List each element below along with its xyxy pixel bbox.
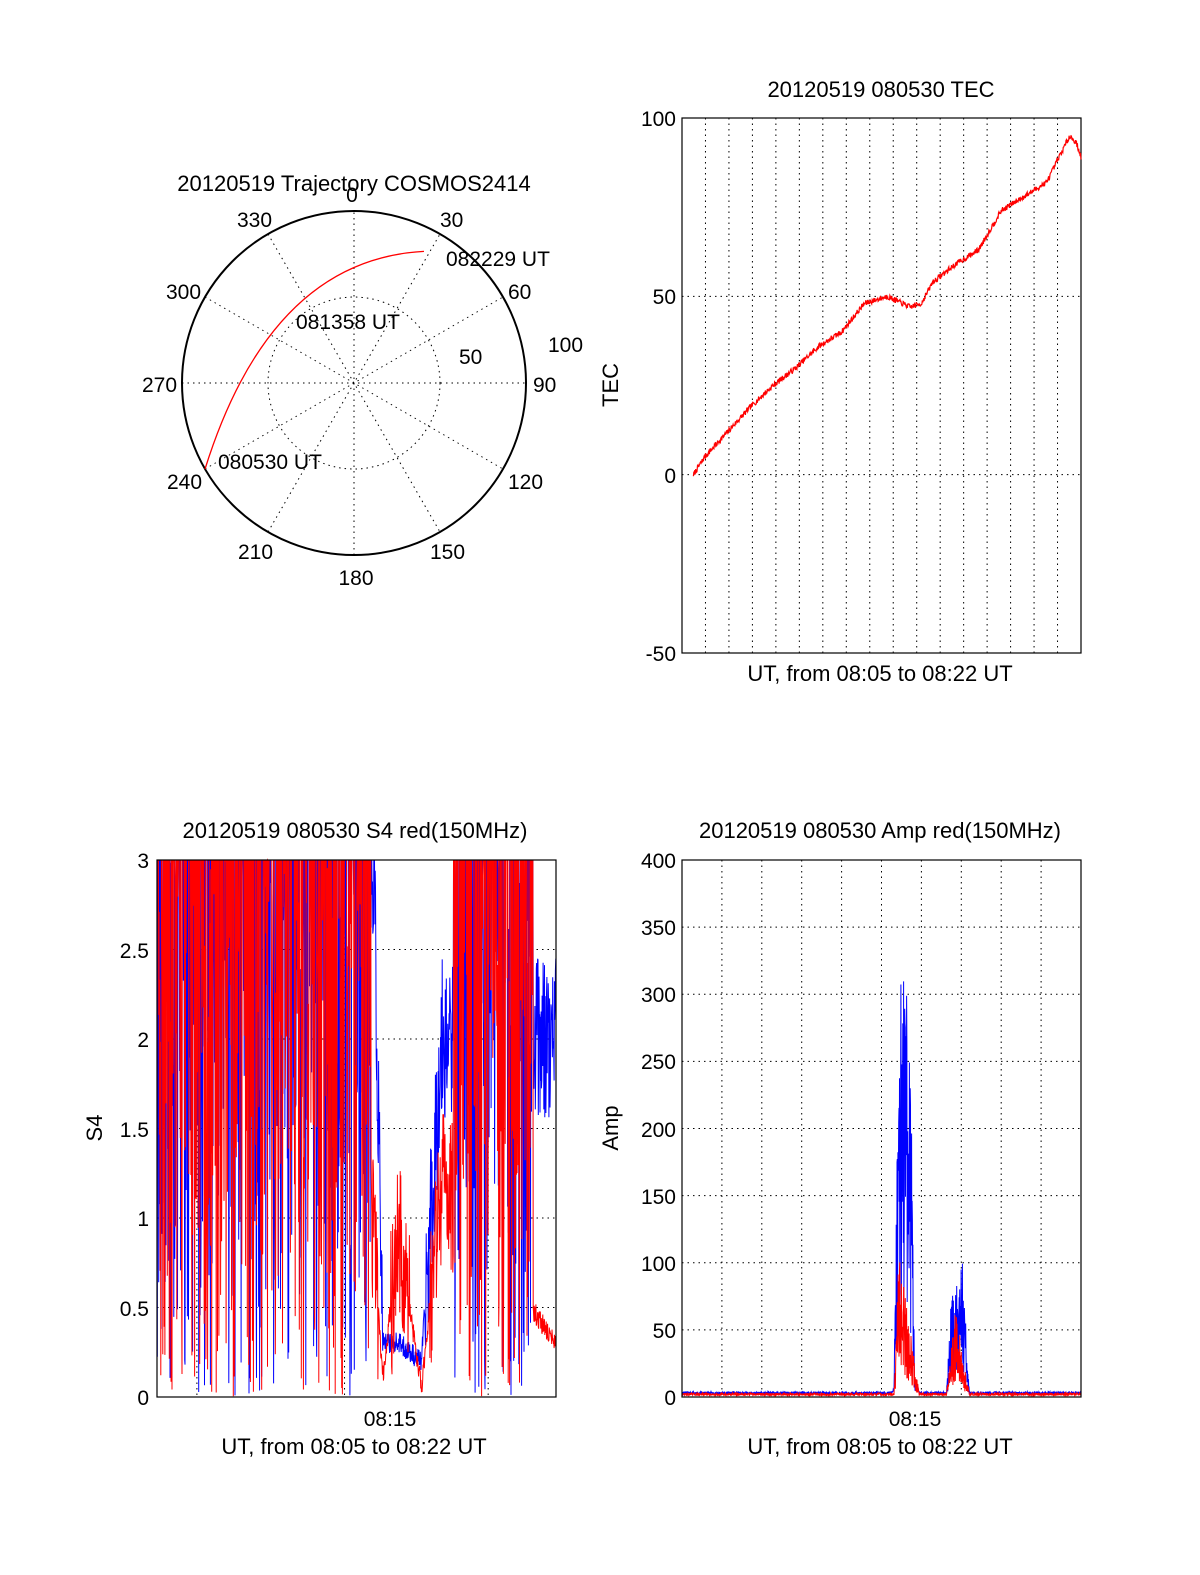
s4-ytick-1: 1 xyxy=(137,1208,149,1231)
tec-grid xyxy=(682,118,1081,653)
azimuth-label-330: 330 xyxy=(237,209,272,232)
s4-xtick-0815: 08:15 xyxy=(364,1408,417,1431)
tec-chart: 20120519 080530 TEC 100 50 0 -50 TEC UT,… xyxy=(598,77,1082,686)
amp-series xyxy=(681,981,1082,1398)
trajectory-end-label: 082229 UT xyxy=(446,248,550,271)
tec-plot-frame xyxy=(681,117,1082,654)
amp-title: 20120519 080530 Amp red(150MHz) xyxy=(699,818,1061,843)
s4-chart: 20120519 080530 S4 red(150MHz) 3 2.5 2 1… xyxy=(82,818,557,1459)
amp-xtick-0815: 08:15 xyxy=(889,1408,942,1431)
azimuth-label-60: 60 xyxy=(508,281,531,304)
s4-ytick-2: 2 xyxy=(137,1029,149,1052)
tec-series xyxy=(692,134,1082,477)
tec-ytick-minus50: -50 xyxy=(646,643,676,666)
tec-ytick-100: 100 xyxy=(641,108,676,131)
amp-ylabel: Amp xyxy=(598,1105,623,1150)
s4-ytick-0-5: 0.5 xyxy=(120,1298,149,1321)
polar-trajectory-chart: 20120519 Trajectory COSMOS2414 082229 UT… xyxy=(142,171,583,590)
trajectory-line xyxy=(204,250,425,470)
amp-ytick-0: 0 xyxy=(664,1387,676,1410)
s4-series xyxy=(156,858,557,1397)
polar-outer-circle xyxy=(181,210,527,556)
tec-title: 20120519 080530 TEC xyxy=(767,77,994,102)
amp-ytick-200: 200 xyxy=(641,1119,676,1142)
s4-y-ticks: 3 2.5 2 1.5 1 0.5 0 xyxy=(120,850,149,1410)
s4-ytick-3: 3 xyxy=(137,850,149,873)
s4-plot-frame xyxy=(156,859,557,1398)
amp-ytick-250: 250 xyxy=(641,1051,676,1074)
azimuth-label-30: 30 xyxy=(440,209,463,232)
amp-chart: 20120519 080530 Amp red(150MHz) 400 350 … xyxy=(598,818,1082,1459)
amp-ytick-300: 300 xyxy=(641,984,676,1007)
azimuth-label-90: 90 xyxy=(533,374,556,397)
s4-ytick-2-5: 2.5 xyxy=(120,940,149,963)
amp-ytick-100: 100 xyxy=(641,1253,676,1276)
azimuth-label-150: 150 xyxy=(430,541,465,564)
azimuth-label-0: 0 xyxy=(346,184,358,207)
amp-plot-frame xyxy=(681,859,1082,1398)
polar-grid-circle-50 xyxy=(267,296,441,470)
azimuth-label-180: 180 xyxy=(338,567,373,590)
s4-ytick-0: 0 xyxy=(137,1387,149,1410)
s4-xlabel: UT, from 08:05 to 08:22 UT xyxy=(221,1434,486,1459)
tec-ytick-50: 50 xyxy=(653,286,676,309)
azimuth-label-300: 300 xyxy=(166,281,201,304)
radius-label-50: 50 xyxy=(459,346,482,369)
tec-xlabel: UT, from 08:05 to 08:22 UT xyxy=(747,661,1012,686)
amp-ytick-350: 350 xyxy=(641,917,676,940)
tec-ytick-0: 0 xyxy=(664,465,676,488)
polar-grid xyxy=(182,211,526,555)
azimuth-label-120: 120 xyxy=(508,471,543,494)
s4-title: 20120519 080530 S4 red(150MHz) xyxy=(183,818,528,843)
polar-grid-spoke-150 xyxy=(267,233,441,533)
trajectory-middle-label: 081358 UT xyxy=(296,311,400,334)
amp-line-red xyxy=(681,1262,1082,1398)
amp-ytick-150: 150 xyxy=(641,1186,676,1209)
trajectory-start-label: 080530 UT xyxy=(218,451,322,474)
tec-y-ticks: 100 50 0 -50 xyxy=(641,108,676,666)
amp-line-blue xyxy=(681,981,1082,1397)
amp-ytick-400: 400 xyxy=(641,850,676,873)
tec-ylabel: TEC xyxy=(598,363,623,407)
amp-ytick-50: 50 xyxy=(653,1320,676,1343)
s4-line-red xyxy=(156,858,557,1397)
polar-title: 20120519 Trajectory COSMOS2414 xyxy=(177,171,530,196)
amp-xlabel: UT, from 08:05 to 08:22 UT xyxy=(747,1434,1012,1459)
radius-label-100: 100 xyxy=(548,334,583,357)
s4-ylabel: S4 xyxy=(82,1115,107,1142)
amp-grid xyxy=(682,860,1081,1397)
azimuth-label-240: 240 xyxy=(167,471,202,494)
azimuth-label-210: 210 xyxy=(238,541,273,564)
amp-y-ticks: 400 350 300 250 200 150 100 50 0 xyxy=(641,850,676,1410)
tec-line xyxy=(692,134,1082,477)
s4-ytick-1-5: 1.5 xyxy=(120,1119,149,1142)
azimuth-label-270: 270 xyxy=(142,374,177,397)
